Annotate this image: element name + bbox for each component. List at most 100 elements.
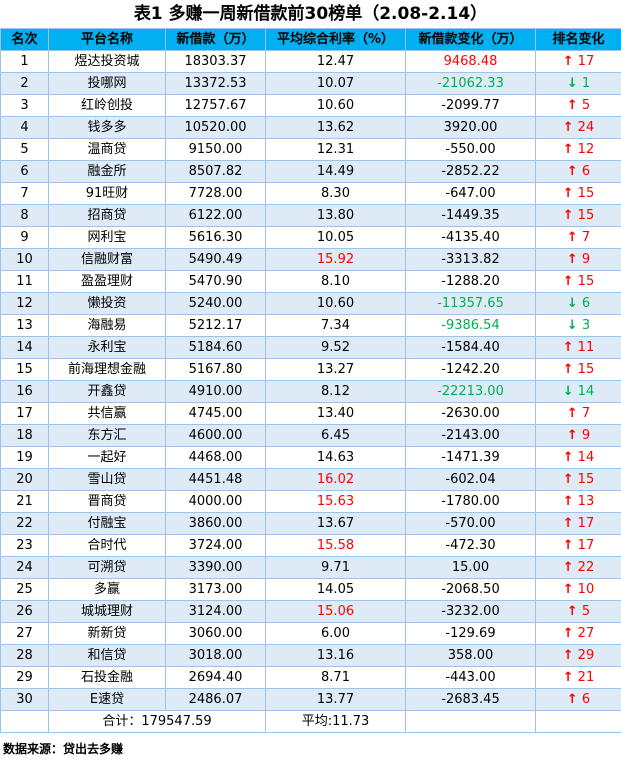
rank-up-arrow-icon: ↑ [562, 450, 574, 465]
loan-change-cell: -21062.33 [405, 72, 536, 95]
col-header-rank-change: 排名变化 [535, 28, 621, 51]
table-body: 1 煜达投资城 18303.37 12.47 9468.48 ↑ 17 2 投哪网 13372.5… [0, 50, 621, 711]
rank-change-value: 6 [581, 164, 591, 179]
rank-change-value: 7 [581, 406, 591, 421]
loan-change-cell: -3232.00 [405, 600, 536, 623]
table-row: 13 海融易 5212.17 7.34 -9386.54 ↓ 3 [0, 314, 621, 337]
rank-change-cell: ↑ 11 [535, 336, 621, 359]
table-row: 7 91旺财 7728.00 8.30 -647.00 ↑ 15 [0, 182, 621, 205]
rank-change-value: 15 [577, 472, 595, 487]
rank-change-cell: ↑ 9 [535, 424, 621, 447]
summary-empty-rank-change [535, 710, 621, 733]
new-loan-cell: 3724.00 [165, 534, 266, 557]
table-row: 30 E速贷 2486.07 13.77 -2683.45 ↑ 6 [0, 688, 621, 711]
loan-change-cell: -1288.20 [405, 270, 536, 293]
rank-cell: 10 [0, 248, 49, 271]
rank-change-value: 27 [577, 626, 595, 641]
table-row: 3 红岭创投 12757.67 10.60 -2099.77 ↑ 5 [0, 94, 621, 117]
platform-cell: 多赢 [48, 578, 166, 601]
rank-change-cell: ↑ 15 [535, 270, 621, 293]
avg-rate-cell: 10.05 [265, 226, 406, 249]
rank-cell: 18 [0, 424, 49, 447]
rank-change-value: 6 [581, 296, 591, 311]
table-row: 17 共信赢 4745.00 13.40 -2630.00 ↑ 7 [0, 402, 621, 425]
loan-change-cell: -22213.00 [405, 380, 536, 403]
avg-rate-cell: 12.31 [265, 138, 406, 161]
rank-down-arrow-icon: ↓ [566, 76, 578, 91]
loan-change-cell: -472.30 [405, 534, 536, 557]
data-source-note: 数据来源：贷出去多赚 [3, 742, 124, 756]
new-loan-cell: 3860.00 [165, 512, 266, 535]
rank-cell: 12 [0, 292, 49, 315]
rank-cell: 3 [0, 94, 49, 117]
rank-cell: 28 [0, 644, 49, 667]
table-row: 24 可溯贷 3390.00 9.71 15.00 ↑ 22 [0, 556, 621, 579]
platform-cell: 钱多多 [48, 116, 166, 139]
new-loan-cell: 2486.07 [165, 688, 266, 711]
new-loan-cell: 8507.82 [165, 160, 266, 183]
summary-empty-loan-change [405, 710, 536, 733]
rank-change-cell: ↑ 15 [535, 358, 621, 381]
rank-up-arrow-icon: ↑ [562, 494, 574, 509]
platform-cell: 晋商贷 [48, 490, 166, 513]
rank-up-arrow-icon: ↑ [562, 362, 574, 377]
rank-change-cell: ↑ 12 [535, 138, 621, 161]
ranking-table: 名次 平台名称 新借款（万） 平均综合利率（%） 新借款变化（万） 排名变化 1… [0, 28, 621, 733]
new-loan-cell: 9150.00 [165, 138, 266, 161]
rank-cell: 14 [0, 336, 49, 359]
rank-change-cell: ↑ 17 [535, 534, 621, 557]
rank-change-cell: ↑ 15 [535, 204, 621, 227]
rank-down-arrow-icon: ↓ [566, 296, 578, 311]
rank-up-arrow-icon: ↑ [562, 120, 574, 135]
avg-rate-cell: 8.30 [265, 182, 406, 205]
rank-change-cell: ↑ 6 [535, 688, 621, 711]
rank-change-cell: ↑ 21 [535, 666, 621, 689]
new-loan-cell: 4745.00 [165, 402, 266, 425]
platform-cell: 红岭创投 [48, 94, 166, 117]
loan-change-cell: -2068.50 [405, 578, 536, 601]
table-row: 21 晋商贷 4000.00 15.63 -1780.00 ↑ 13 [0, 490, 621, 513]
rank-change-cell: ↑ 6 [535, 160, 621, 183]
new-loan-cell: 13372.53 [165, 72, 266, 95]
ranking-table-page: 表1 多赚一周新借款前30榜单（2.08-2.14） 名次 平台名称 新借款（万… [0, 4, 621, 756]
rank-up-arrow-icon: ↑ [566, 406, 578, 421]
avg-rate-cell: 8.10 [265, 270, 406, 293]
new-loan-cell: 3173.00 [165, 578, 266, 601]
rank-change-value: 29 [577, 648, 595, 663]
rank-change-cell: ↑ 29 [535, 644, 621, 667]
platform-cell: 投哪网 [48, 72, 166, 95]
rank-change-cell: ↑ 27 [535, 622, 621, 645]
table-row: 22 付融宝 3860.00 13.67 -570.00 ↑ 17 [0, 512, 621, 535]
loan-change-cell: -2852.22 [405, 160, 536, 183]
table-row: 29 石投金融 2694.40 8.71 -443.00 ↑ 21 [0, 666, 621, 689]
new-loan-cell: 4600.00 [165, 424, 266, 447]
table-row: 14 永利宝 5184.60 9.52 -1584.40 ↑ 11 [0, 336, 621, 359]
rank-cell: 24 [0, 556, 49, 579]
rank-change-value: 5 [581, 604, 591, 619]
rank-change-value: 22 [577, 560, 595, 575]
avg-rate-cell: 13.16 [265, 644, 406, 667]
avg-rate-cell: 6.00 [265, 622, 406, 645]
new-loan-cell: 4000.00 [165, 490, 266, 513]
rank-down-arrow-icon: ↓ [562, 384, 574, 399]
platform-cell: 和信贷 [48, 644, 166, 667]
rank-up-arrow-icon: ↑ [562, 626, 574, 641]
col-header-avg-rate: 平均综合利率（%） [265, 28, 406, 51]
table-row: 11 盈盈理财 5470.90 8.10 -1288.20 ↑ 15 [0, 270, 621, 293]
rank-cell: 20 [0, 468, 49, 491]
rank-cell: 23 [0, 534, 49, 557]
platform-cell: 合时代 [48, 534, 166, 557]
rank-change-cell: ↓ 1 [535, 72, 621, 95]
new-loan-cell: 18303.37 [165, 50, 266, 73]
rank-up-arrow-icon: ↑ [566, 98, 578, 113]
loan-change-cell: 15.00 [405, 556, 536, 579]
rank-change-value: 15 [577, 208, 595, 223]
loan-change-cell: -1449.35 [405, 204, 536, 227]
loan-change-cell: -550.00 [405, 138, 536, 161]
rank-cell: 15 [0, 358, 49, 381]
platform-cell: 网利宝 [48, 226, 166, 249]
loan-change-cell: -2630.00 [405, 402, 536, 425]
rank-up-arrow-icon: ↑ [562, 670, 574, 685]
page-title: 表1 多赚一周新借款前30榜单（2.08-2.14） [133, 4, 488, 24]
platform-cell: 91旺财 [48, 182, 166, 205]
